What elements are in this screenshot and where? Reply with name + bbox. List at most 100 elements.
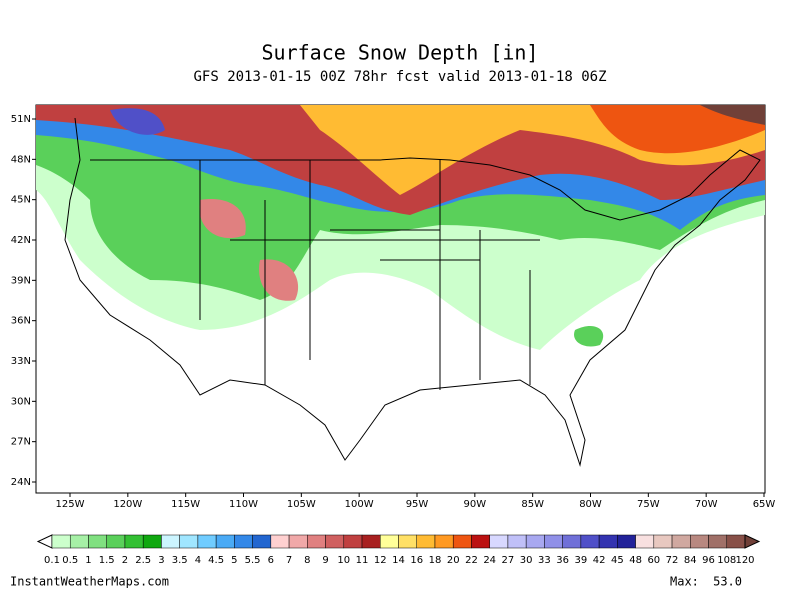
- legend-arrow: [744, 534, 761, 549]
- legend-label: 10: [337, 555, 350, 566]
- legend-swatch: [690, 534, 709, 549]
- legend-label: 0.1: [44, 555, 60, 566]
- lon-label: 75W: [637, 499, 660, 510]
- legend-label: 72: [666, 555, 679, 566]
- legend-swatch: [325, 534, 345, 549]
- legend-swatch: [307, 534, 326, 549]
- legend-label: 42: [593, 555, 606, 566]
- legend-swatch: [635, 534, 655, 549]
- legend-label: 14: [392, 555, 405, 566]
- subtitle: GFS 2013-01-15 00Z 78hr fcst valid 2013-…: [193, 69, 606, 85]
- legend-label: 45: [611, 555, 624, 566]
- lon-label: 120W: [113, 499, 142, 510]
- lon-label: 80W: [579, 499, 602, 510]
- legend-swatch: [653, 534, 673, 549]
- legend-label: 27: [502, 555, 515, 566]
- legend-label: 4.5: [208, 555, 224, 566]
- lon-label: 85W: [521, 499, 544, 510]
- lat-label: 24N: [11, 477, 31, 488]
- legend-swatch: [416, 534, 436, 549]
- legend-label: 84: [684, 555, 697, 566]
- legend-swatch: [507, 534, 527, 549]
- legend-swatch: [525, 534, 545, 549]
- max-label: Max:: [670, 575, 699, 589]
- legend-swatch: [179, 534, 199, 549]
- legend-label: 5: [231, 555, 237, 566]
- legend-swatch: [452, 534, 472, 549]
- legend-label: 5.5: [245, 555, 261, 566]
- lat-label: 36N: [11, 316, 31, 327]
- legend-label: 3.5: [172, 555, 188, 566]
- max-value: 53.0: [713, 575, 742, 589]
- legend-swatch: [434, 534, 454, 549]
- lon-label: 105W: [287, 499, 316, 510]
- legend-swatch: [197, 534, 217, 549]
- legend-label: 16: [410, 555, 423, 566]
- legend-swatch: [726, 534, 746, 549]
- legend-label: 60: [647, 555, 660, 566]
- legend-swatch: [106, 534, 126, 549]
- legend-swatch: [343, 534, 363, 549]
- legend-swatch: [471, 534, 490, 549]
- legend-label: 39: [575, 555, 588, 566]
- legend-label: 3: [158, 555, 164, 566]
- legend-label: 22: [465, 555, 478, 566]
- legend-swatch: [398, 534, 417, 549]
- legend-swatch: [215, 534, 235, 549]
- legend-swatch: [88, 534, 107, 549]
- legend-label: 24: [483, 555, 496, 566]
- legend-label: 18: [429, 555, 442, 566]
- legend-label: 6: [268, 555, 274, 566]
- legend-label: 2.5: [135, 555, 151, 566]
- lon-label: 65W: [753, 499, 776, 510]
- legend-label: 2: [122, 555, 128, 566]
- legend-arrow: [36, 534, 53, 549]
- legend-swatch: [142, 534, 162, 549]
- map-area: [35, 104, 766, 494]
- legend-label: 108: [717, 555, 736, 566]
- legend-swatch: [489, 534, 509, 549]
- lon-label: 125W: [56, 499, 85, 510]
- legend-label: 9: [322, 555, 328, 566]
- snow-field: [36, 105, 765, 350]
- legend-swatch: [161, 534, 180, 549]
- title: Surface Snow Depth [in]: [262, 41, 539, 65]
- boundaries: [64, 117, 761, 467]
- legend-swatch: [380, 534, 399, 549]
- legend-label: 120: [735, 555, 754, 566]
- legend: 0.1 0.5 1 1.5 2 2.5 3 3.5 4 4.5 5 5.5 6 7 8 9 10 11 12 14 16…: [36, 534, 761, 566]
- legend-swatch: [270, 534, 290, 549]
- legend-swatch: [51, 534, 71, 549]
- legend-swatch: [361, 534, 381, 549]
- legend-swatch: [234, 534, 253, 549]
- lon-label: 115W: [171, 499, 200, 510]
- lat-label: 39N: [11, 275, 31, 286]
- lat-label: 48N: [11, 154, 31, 165]
- legend-label: 30: [520, 555, 533, 566]
- legend-swatch: [124, 534, 144, 549]
- lon-label: 110W: [229, 499, 258, 510]
- lat-label: 30N: [11, 396, 31, 407]
- legend-swatch: [69, 534, 89, 549]
- lat-label: 45N: [11, 195, 31, 206]
- legend-label: 4: [195, 555, 201, 566]
- legend-label: 96: [702, 555, 715, 566]
- lon-label: 100W: [345, 499, 374, 510]
- legend-label: 11: [356, 555, 369, 566]
- legend-label: 48: [629, 555, 642, 566]
- legend-label: 12: [374, 555, 387, 566]
- legend-label: 7: [286, 555, 292, 566]
- legend-label: 20: [447, 555, 460, 566]
- legend-swatch: [288, 534, 308, 549]
- site-credit: InstantWeatherMaps.com: [10, 575, 169, 589]
- legend-label: 0.5: [62, 555, 78, 566]
- legend-label: 1: [85, 555, 91, 566]
- legend-swatch: [708, 534, 728, 549]
- legend-swatch: [671, 534, 691, 549]
- legend-label: 8: [304, 555, 310, 566]
- lat-label: 51N: [11, 114, 31, 125]
- lat-label: 42N: [11, 235, 31, 246]
- legend-label: 33: [538, 555, 551, 566]
